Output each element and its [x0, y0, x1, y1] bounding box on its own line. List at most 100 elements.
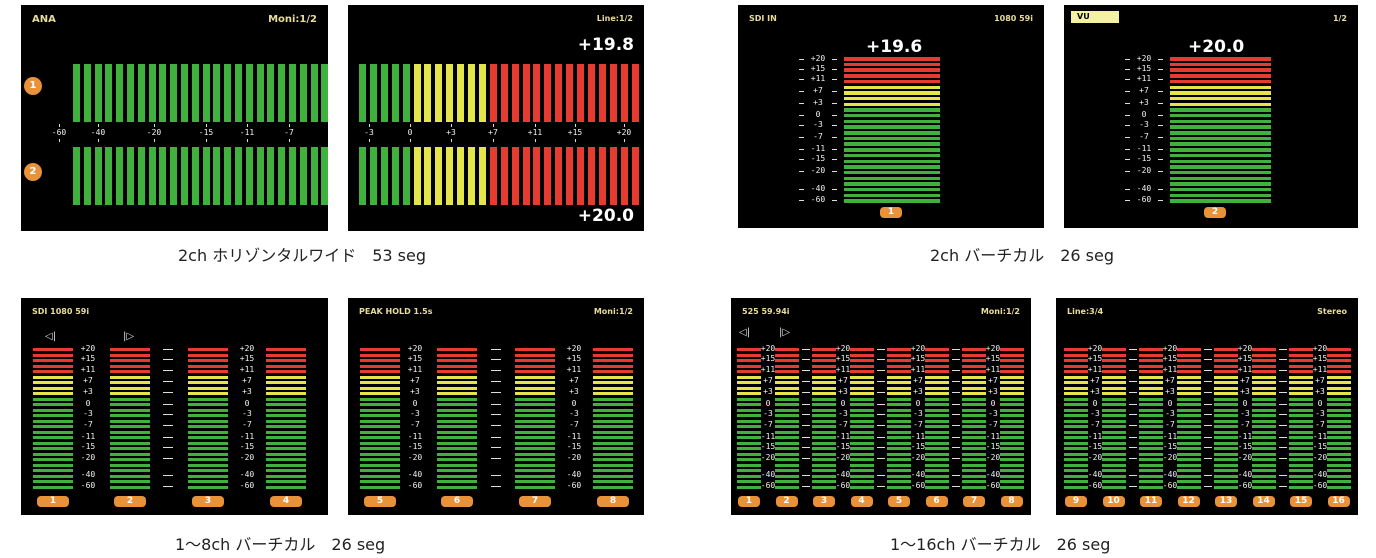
meter-segment — [188, 364, 228, 368]
tick-dash — [1158, 102, 1163, 104]
meter-segment — [266, 386, 306, 390]
meter-segment — [266, 392, 306, 396]
meter-segment — [1326, 419, 1351, 423]
meter-segment — [1170, 153, 1271, 158]
scale-label: -15 — [239, 441, 255, 451]
meter-segment — [774, 364, 799, 368]
meter-segment — [844, 165, 940, 169]
tick-dash — [951, 380, 960, 382]
scale-label: -60 — [1087, 481, 1103, 490]
meter-segment — [1326, 397, 1351, 401]
meter-segment — [1139, 441, 1163, 445]
meter-segment — [737, 397, 761, 401]
meter-segment — [1139, 485, 1163, 489]
meter-segment — [515, 474, 555, 478]
meter-segment — [593, 381, 633, 385]
meter-segment — [437, 370, 477, 374]
meter-segment — [924, 447, 949, 451]
speaker-left-icon: ◁| — [45, 331, 57, 342]
meter-segment — [924, 474, 949, 478]
meter-segment — [181, 147, 188, 205]
meter-segment — [999, 463, 1024, 467]
meter-segment — [1326, 485, 1351, 489]
meter-segment — [1139, 370, 1163, 374]
meter-segment — [110, 441, 150, 445]
meter-segment — [1139, 386, 1163, 390]
tick-mark — [493, 139, 494, 142]
scale-label: -3 — [1165, 408, 1175, 418]
tick-dash — [801, 380, 810, 382]
meter-segment — [962, 463, 986, 467]
scale-label: +7 — [569, 375, 579, 385]
meter-segment — [849, 359, 874, 363]
tick-dash — [799, 171, 804, 172]
meter-segment — [1214, 370, 1238, 374]
scale-label: +7 — [988, 375, 998, 385]
meter-segment — [359, 147, 366, 205]
vu-mode-label: VU — [1071, 11, 1119, 23]
meter-segment — [266, 436, 306, 440]
meter-segment — [737, 414, 761, 418]
scale-label: +7 — [913, 375, 923, 385]
channel-badge: 6 — [925, 496, 948, 507]
meter-segment — [188, 403, 228, 407]
meter-segment — [737, 386, 761, 390]
meter-segment — [437, 403, 477, 407]
panel2-right-screen: VU 1/2 +20.0 +20 +15 +11 +7 +3 0 -3 -7 -11 -15 -20… — [1064, 5, 1358, 228]
meter-segment — [188, 469, 228, 473]
meter-segment — [962, 419, 986, 423]
tick-dash — [1128, 403, 1137, 405]
tick-dash — [491, 458, 501, 460]
meter-segment — [1289, 408, 1313, 412]
scale-label: -15 — [1136, 154, 1152, 164]
meter-segment — [844, 176, 940, 180]
meter-segment — [844, 91, 940, 95]
meter-segment — [1289, 425, 1313, 429]
meter-segment — [844, 96, 940, 101]
meter-segment — [774, 359, 799, 363]
meter-segment — [437, 359, 477, 363]
meter-segment — [1251, 392, 1276, 396]
meter-segment — [110, 353, 150, 357]
meter-segment — [999, 474, 1024, 478]
meter-segment — [33, 359, 73, 363]
meter-segment — [887, 447, 911, 451]
meter-segment — [844, 199, 940, 203]
meter-segment — [924, 436, 949, 440]
tick-dash — [799, 159, 804, 161]
tick-dash — [799, 68, 804, 70]
scale-label: +7 — [83, 375, 93, 385]
meter-segment — [812, 375, 836, 379]
channel-badge: 3 — [813, 496, 835, 507]
meter-segment — [1170, 182, 1271, 186]
scale-label: -11 — [239, 431, 255, 441]
meter-segment — [1139, 474, 1163, 478]
meter-segment — [593, 485, 633, 489]
scale-label: +11 — [1237, 364, 1253, 374]
meter-segment — [515, 359, 555, 363]
scale-label: -20 — [80, 453, 96, 463]
meter-segment — [1176, 452, 1201, 456]
tick-dash — [951, 458, 960, 460]
panel2-left-screen: SDI IN 1080 59i +19.6 +20 +15 +11 +7 +3 0 -3 -7… — [738, 5, 1044, 228]
meter-segment — [924, 414, 949, 418]
meter-segment — [1170, 159, 1271, 163]
tick-dash — [832, 79, 837, 81]
tick-dash — [832, 114, 837, 116]
scale-label: +11 — [80, 364, 96, 374]
meter-segment — [812, 480, 836, 484]
channel-2-badge: 2 — [24, 163, 42, 181]
scale-label: +7 — [1090, 375, 1100, 385]
tick-dash — [1278, 349, 1287, 351]
meter-segment — [1289, 436, 1313, 440]
meter-segment — [774, 386, 799, 390]
meter-segment — [593, 458, 633, 462]
meter-segment — [1251, 403, 1276, 407]
panel2-caption: 2ch バーチカル 26 seg — [930, 246, 1114, 265]
meter-segment — [1101, 463, 1126, 467]
meter-segment — [962, 348, 986, 352]
tick-dash — [1278, 436, 1287, 438]
meter-segment — [1064, 375, 1088, 379]
tick-dash — [1203, 486, 1212, 487]
tick-dash — [163, 369, 173, 371]
